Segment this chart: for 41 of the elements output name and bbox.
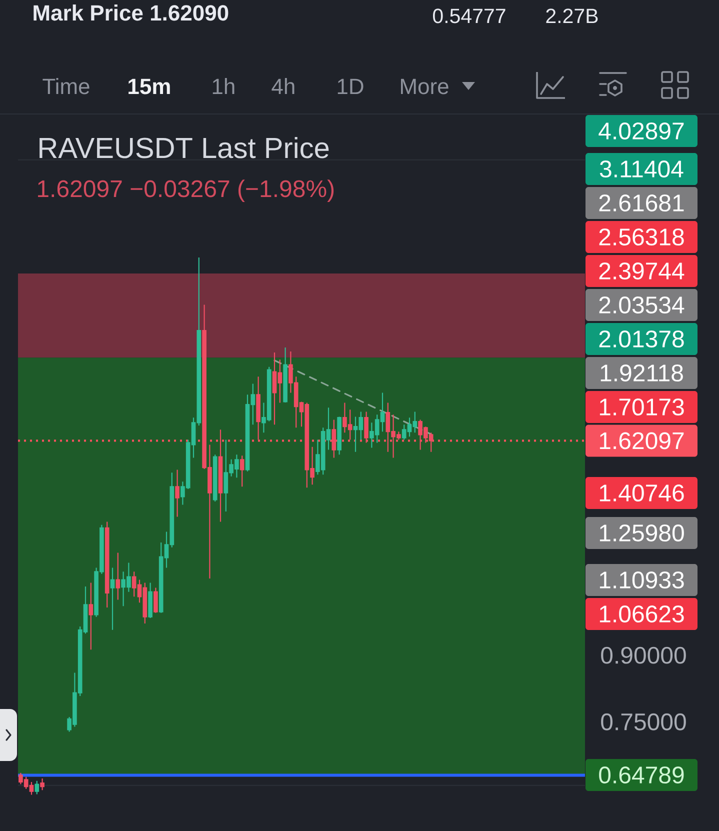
text: 1D	[338, 78, 364, 94]
candlestick	[175, 469, 180, 518]
y-tick-label: 0.75000	[601, 713, 686, 730]
text: 3.11404	[600, 160, 684, 178]
text: 2.01378	[599, 330, 684, 348]
text: 4h	[272, 78, 294, 94]
candlestick	[116, 552, 120, 600]
text: 15m	[128, 78, 170, 94]
text: 1.40746	[600, 484, 684, 502]
candlestick	[104, 521, 110, 608]
candlestick	[88, 582, 94, 650]
text: 1.10933	[600, 572, 684, 588]
text: 1.06623	[600, 606, 684, 622]
text: 2.03534	[599, 296, 684, 314]
text: 2.61681	[599, 194, 684, 212]
text: 4.02897	[598, 122, 684, 140]
ref-line-label: 1.62097	[600, 432, 684, 450]
candlestick	[40, 778, 44, 791]
text: 1h	[212, 78, 234, 94]
text: 1.92118	[600, 364, 683, 382]
text: 1.25980	[600, 524, 684, 542]
candlestick	[154, 587, 158, 614]
text: 0.54777	[433, 8, 506, 24]
candlestick	[337, 416, 342, 456]
text: RAVEUSDT Last Price	[40, 136, 329, 158]
text: 2.27B	[546, 8, 598, 23]
text: More	[401, 78, 448, 94]
text: 1.70173	[600, 398, 684, 416]
candlestick	[283, 346, 288, 404]
text: 1.62097 −0.03267 (−1.98%)	[38, 180, 334, 202]
text: 0.64789	[599, 766, 684, 784]
candlestick	[148, 582, 152, 619]
candlestick	[240, 455, 244, 488]
text: Mark Price 1.62090	[34, 4, 228, 21]
text: Time	[42, 78, 90, 94]
candlestick	[34, 780, 40, 795]
text: 2.56318	[599, 228, 684, 246]
candlestick	[110, 567, 115, 630]
text: 2.39744	[599, 262, 684, 280]
y-tick-label: 0.90000	[601, 646, 686, 664]
candlestick	[212, 454, 218, 502]
